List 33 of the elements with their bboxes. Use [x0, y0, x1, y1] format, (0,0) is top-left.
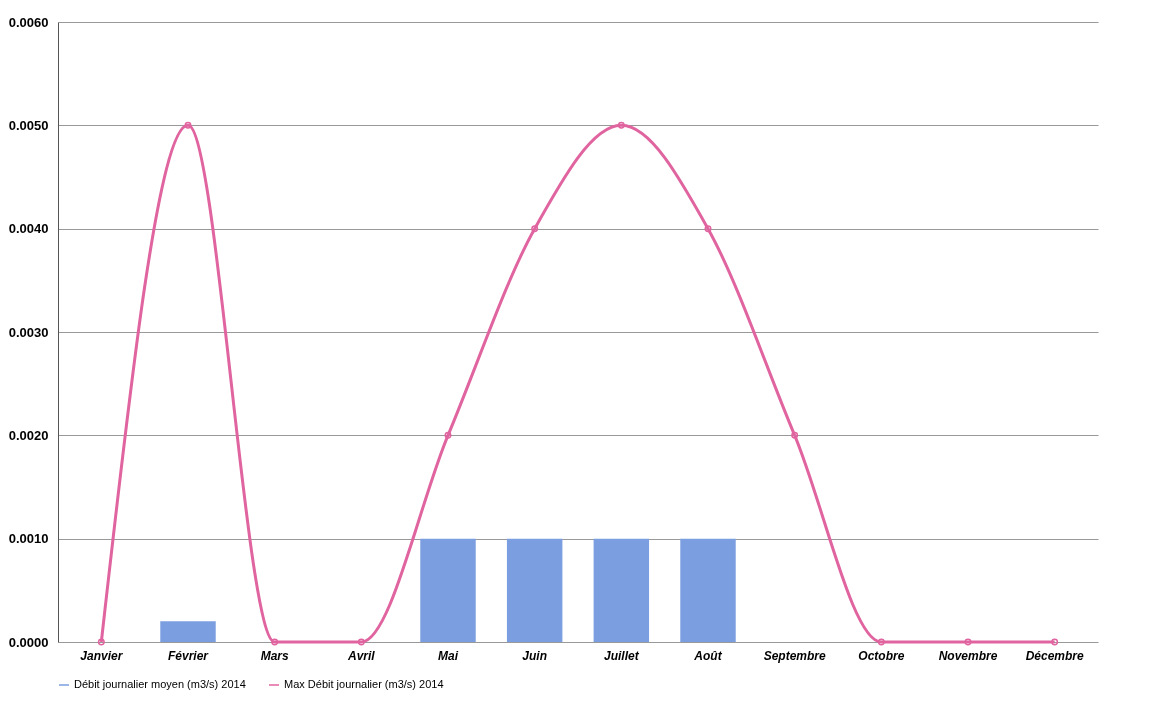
point	[184, 121, 192, 129]
y-tick-label: 0.0010	[8, 531, 49, 547]
y-tick-label: 0.0030	[8, 324, 49, 340]
point	[531, 225, 539, 233]
legend-label: Max Débit journalier (m3/s) 2014	[284, 678, 444, 690]
x-tick-label: Août	[693, 648, 723, 663]
y-tick-label: 0.0060	[8, 14, 49, 30]
x-tick-label: Mai	[437, 648, 459, 663]
point	[271, 638, 279, 646]
y-tick-label: 0.0020	[8, 427, 49, 443]
legend-label: Débit journalier moyen (m3/s) 2014	[74, 678, 246, 690]
x-tick-label: Février	[167, 648, 210, 663]
y-tick-label: 0.0050	[8, 117, 49, 133]
x-tick-label: Décembre	[1025, 648, 1085, 663]
point	[1051, 638, 1059, 646]
point	[444, 431, 452, 439]
x-tick-label: Octobre	[858, 648, 905, 663]
x-tick-label: Juillet	[603, 648, 640, 663]
x-tick-label: Novembre	[938, 648, 998, 663]
point	[704, 225, 712, 233]
x-tick-label: Janvier	[80, 648, 124, 663]
x-tick-label: Juin	[522, 648, 547, 663]
point	[877, 638, 885, 646]
x-tick-label: Septembre	[763, 648, 826, 663]
point	[97, 638, 105, 646]
x-tick-label: Mars	[260, 648, 289, 663]
point	[617, 121, 625, 129]
point	[964, 638, 972, 646]
point	[791, 431, 799, 439]
y-tick-label: 0.0040	[8, 221, 49, 237]
x-tick-label: Avril	[346, 648, 376, 663]
point	[357, 638, 365, 646]
y-tick-label: 0.0000	[8, 634, 49, 650]
